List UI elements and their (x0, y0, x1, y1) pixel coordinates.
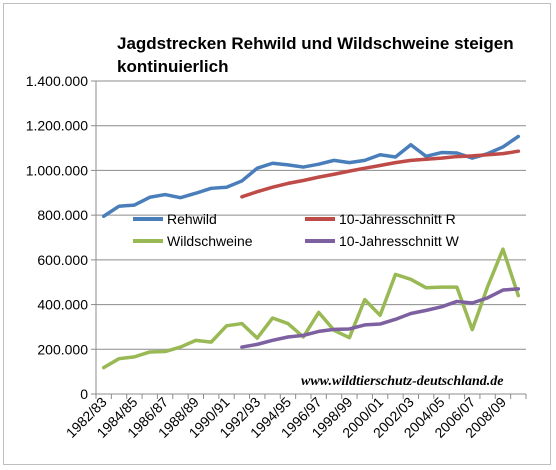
axes (95, 81, 526, 395)
y-axis-ticks: 0 200.000 400.000 600.000 800.000 1.000.000 1.… (26, 73, 96, 402)
chart-title-line-1: Jagdstrecken Rehwild und Wildschweine st… (117, 34, 514, 53)
y-tick-label-5: 1.000.000 (26, 162, 88, 178)
y-tick-label-7: 1.400.000 (26, 73, 88, 89)
series-line-wildschweine (101, 247, 521, 370)
x-axis-ticks: 1982/831984/851986/871988/891990/911992/… (63, 394, 527, 441)
legend: Rehwild 10-Jahresschnitt R Wildschweine … (133, 211, 460, 249)
y-tick-label-2: 400.000 (37, 297, 88, 313)
source-url: www.wildtierschutz-deutschland.de (301, 374, 504, 389)
series-line-10-jahresschnitt-r (240, 149, 521, 199)
y-tick-label-0: 0 (80, 386, 88, 402)
chart-frame (3, 3, 551, 465)
series-lines (101, 134, 521, 370)
series-line-10-jahresschnitt-w (240, 287, 521, 349)
legend-label-wildschweine: Wildschweine (167, 233, 253, 249)
y-tick-label-3: 600.000 (37, 252, 88, 268)
legend-label-10-jahresschnitt-r: 10-Jahresschnitt R (339, 211, 456, 227)
y-tick-label-4: 800.000 (37, 207, 88, 223)
gridlines (96, 80, 526, 350)
y-tick-label-6: 1.200.000 (26, 118, 88, 134)
legend-label-10-jahresschnitt-w: 10-Jahresschnitt W (339, 233, 460, 249)
y-tick-label-1: 200.000 (37, 341, 88, 357)
chart-title-line-2: kontinuierlich (117, 57, 228, 76)
legend-label-rehwild: Rehwild (167, 211, 217, 227)
series-line-rehwild (101, 134, 521, 219)
